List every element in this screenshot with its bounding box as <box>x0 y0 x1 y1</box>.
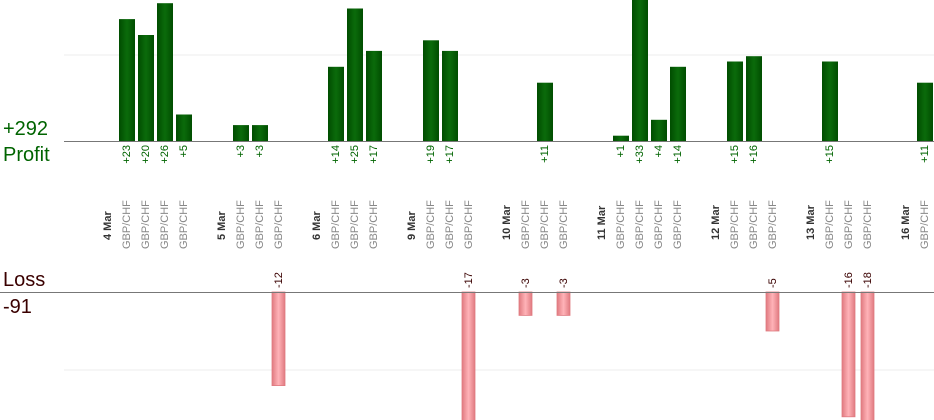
date-label: 11 Mar <box>596 205 608 240</box>
pair-label: GBP/CHF <box>121 200 133 249</box>
profit-value-label: +3 <box>254 145 266 158</box>
date-label: 4 Mar <box>102 211 114 240</box>
profit-value-label: +3 <box>235 145 247 158</box>
date-label: 6 Mar <box>311 211 323 240</box>
loss-value-label: -3 <box>558 278 570 288</box>
profit-value-label: +23 <box>121 145 133 164</box>
profit-bar <box>632 0 648 141</box>
profit-bar <box>328 66 344 141</box>
profit-bar <box>233 125 249 141</box>
profit-value-label: +19 <box>425 145 437 164</box>
pair-label: GBP/CHF <box>862 200 874 249</box>
pair-label: GBP/CHF <box>843 200 855 249</box>
loss-value-label: -5 <box>767 278 779 288</box>
profit-bar <box>822 61 838 141</box>
date-label: 5 Mar <box>216 211 228 240</box>
loss-label: Loss <box>3 269 46 291</box>
pair-label: GBP/CHF <box>349 200 361 249</box>
profit-bar <box>917 82 933 141</box>
profit-value-label: +17 <box>368 145 380 164</box>
pair-label: GBP/CHF <box>653 200 665 249</box>
profit-value-label: +14 <box>330 145 342 164</box>
profit-bar <box>670 66 686 141</box>
pair-label: GBP/CHF <box>729 200 741 249</box>
loss-bar <box>518 291 533 316</box>
pair-label: GBP/CHF <box>330 200 342 249</box>
pair-label: GBP/CHF <box>368 200 380 249</box>
pair-label: GBP/CHF <box>425 200 437 249</box>
profit-label: Profit <box>3 144 50 166</box>
profit-bar <box>119 19 135 142</box>
profit-value-label: +11 <box>919 145 931 163</box>
profit-bar <box>347 8 363 141</box>
loss-bar <box>556 291 571 316</box>
profit-bar <box>651 119 667 141</box>
loss-value-label: -12 <box>273 272 285 288</box>
profit-value-label: +14 <box>672 145 684 164</box>
loss-bar <box>271 291 286 386</box>
pair-label: GBP/CHF <box>824 200 836 249</box>
profit-bar <box>423 40 439 141</box>
profit-bar <box>613 135 629 141</box>
profit-value-label: +20 <box>140 145 152 164</box>
date-label: 12 Mar <box>710 204 722 240</box>
profit-value-label: +16 <box>748 145 760 164</box>
pair-label: GBP/CHF <box>463 200 475 249</box>
date-label: 9 Mar <box>406 211 418 240</box>
pair-label: GBP/CHF <box>748 200 760 249</box>
pair-label: GBP/CHF <box>254 200 266 249</box>
profit-value-label: +11 <box>539 145 551 163</box>
profit-value-label: +25 <box>349 145 361 164</box>
profit-bar <box>252 125 268 141</box>
loss-value-label: -18 <box>862 272 874 288</box>
pair-label: GBP/CHF <box>919 200 931 249</box>
loss-total: -91 <box>3 296 32 318</box>
profit-bar <box>442 50 458 141</box>
profit-value-label: +26 <box>159 145 171 164</box>
profit-bar <box>366 50 382 141</box>
pair-label: GBP/CHF <box>235 200 247 249</box>
profit-value-label: +17 <box>444 145 456 164</box>
date-label: 13 Mar <box>805 204 817 240</box>
loss-value-label: -16 <box>843 272 855 288</box>
date-label: 10 Mar <box>501 204 513 240</box>
pair-label: GBP/CHF <box>672 200 684 249</box>
date-label: 16 Mar <box>900 204 912 240</box>
pair-label: GBP/CHF <box>178 200 190 249</box>
profit-value-label: +1 <box>615 145 627 158</box>
loss-bar <box>765 291 780 332</box>
pair-label: GBP/CHF <box>140 200 152 249</box>
profit-value-label: +15 <box>824 145 836 164</box>
profit-value-label: +4 <box>653 145 665 158</box>
loss-bar <box>841 291 856 418</box>
loss-value-label: -17 <box>463 272 475 288</box>
profit-bar <box>138 35 154 141</box>
profit-value-label: +33 <box>634 145 646 164</box>
pair-label: GBP/CHF <box>444 200 456 249</box>
pair-label: GBP/CHF <box>558 200 570 249</box>
profit-bar <box>727 61 743 141</box>
pair-label: GBP/CHF <box>539 200 551 249</box>
profit-bar <box>537 82 553 141</box>
pair-label: GBP/CHF <box>520 200 532 249</box>
profit-total: +292 <box>3 118 49 140</box>
pair-label: GBP/CHF <box>159 200 171 249</box>
loss-bar <box>461 291 476 420</box>
loss-value-label: -3 <box>520 278 532 288</box>
profit-value-label: +5 <box>178 145 190 158</box>
loss-bar <box>860 291 875 420</box>
profit-value-label: +15 <box>729 145 741 164</box>
pair-label: GBP/CHF <box>634 200 646 249</box>
profit-bar <box>746 56 762 142</box>
pair-label: GBP/CHF <box>767 200 779 249</box>
profit-bar <box>157 3 173 142</box>
pair-label: GBP/CHF <box>273 200 285 249</box>
profit-bar <box>176 114 192 141</box>
pair-label: GBP/CHF <box>615 200 627 249</box>
